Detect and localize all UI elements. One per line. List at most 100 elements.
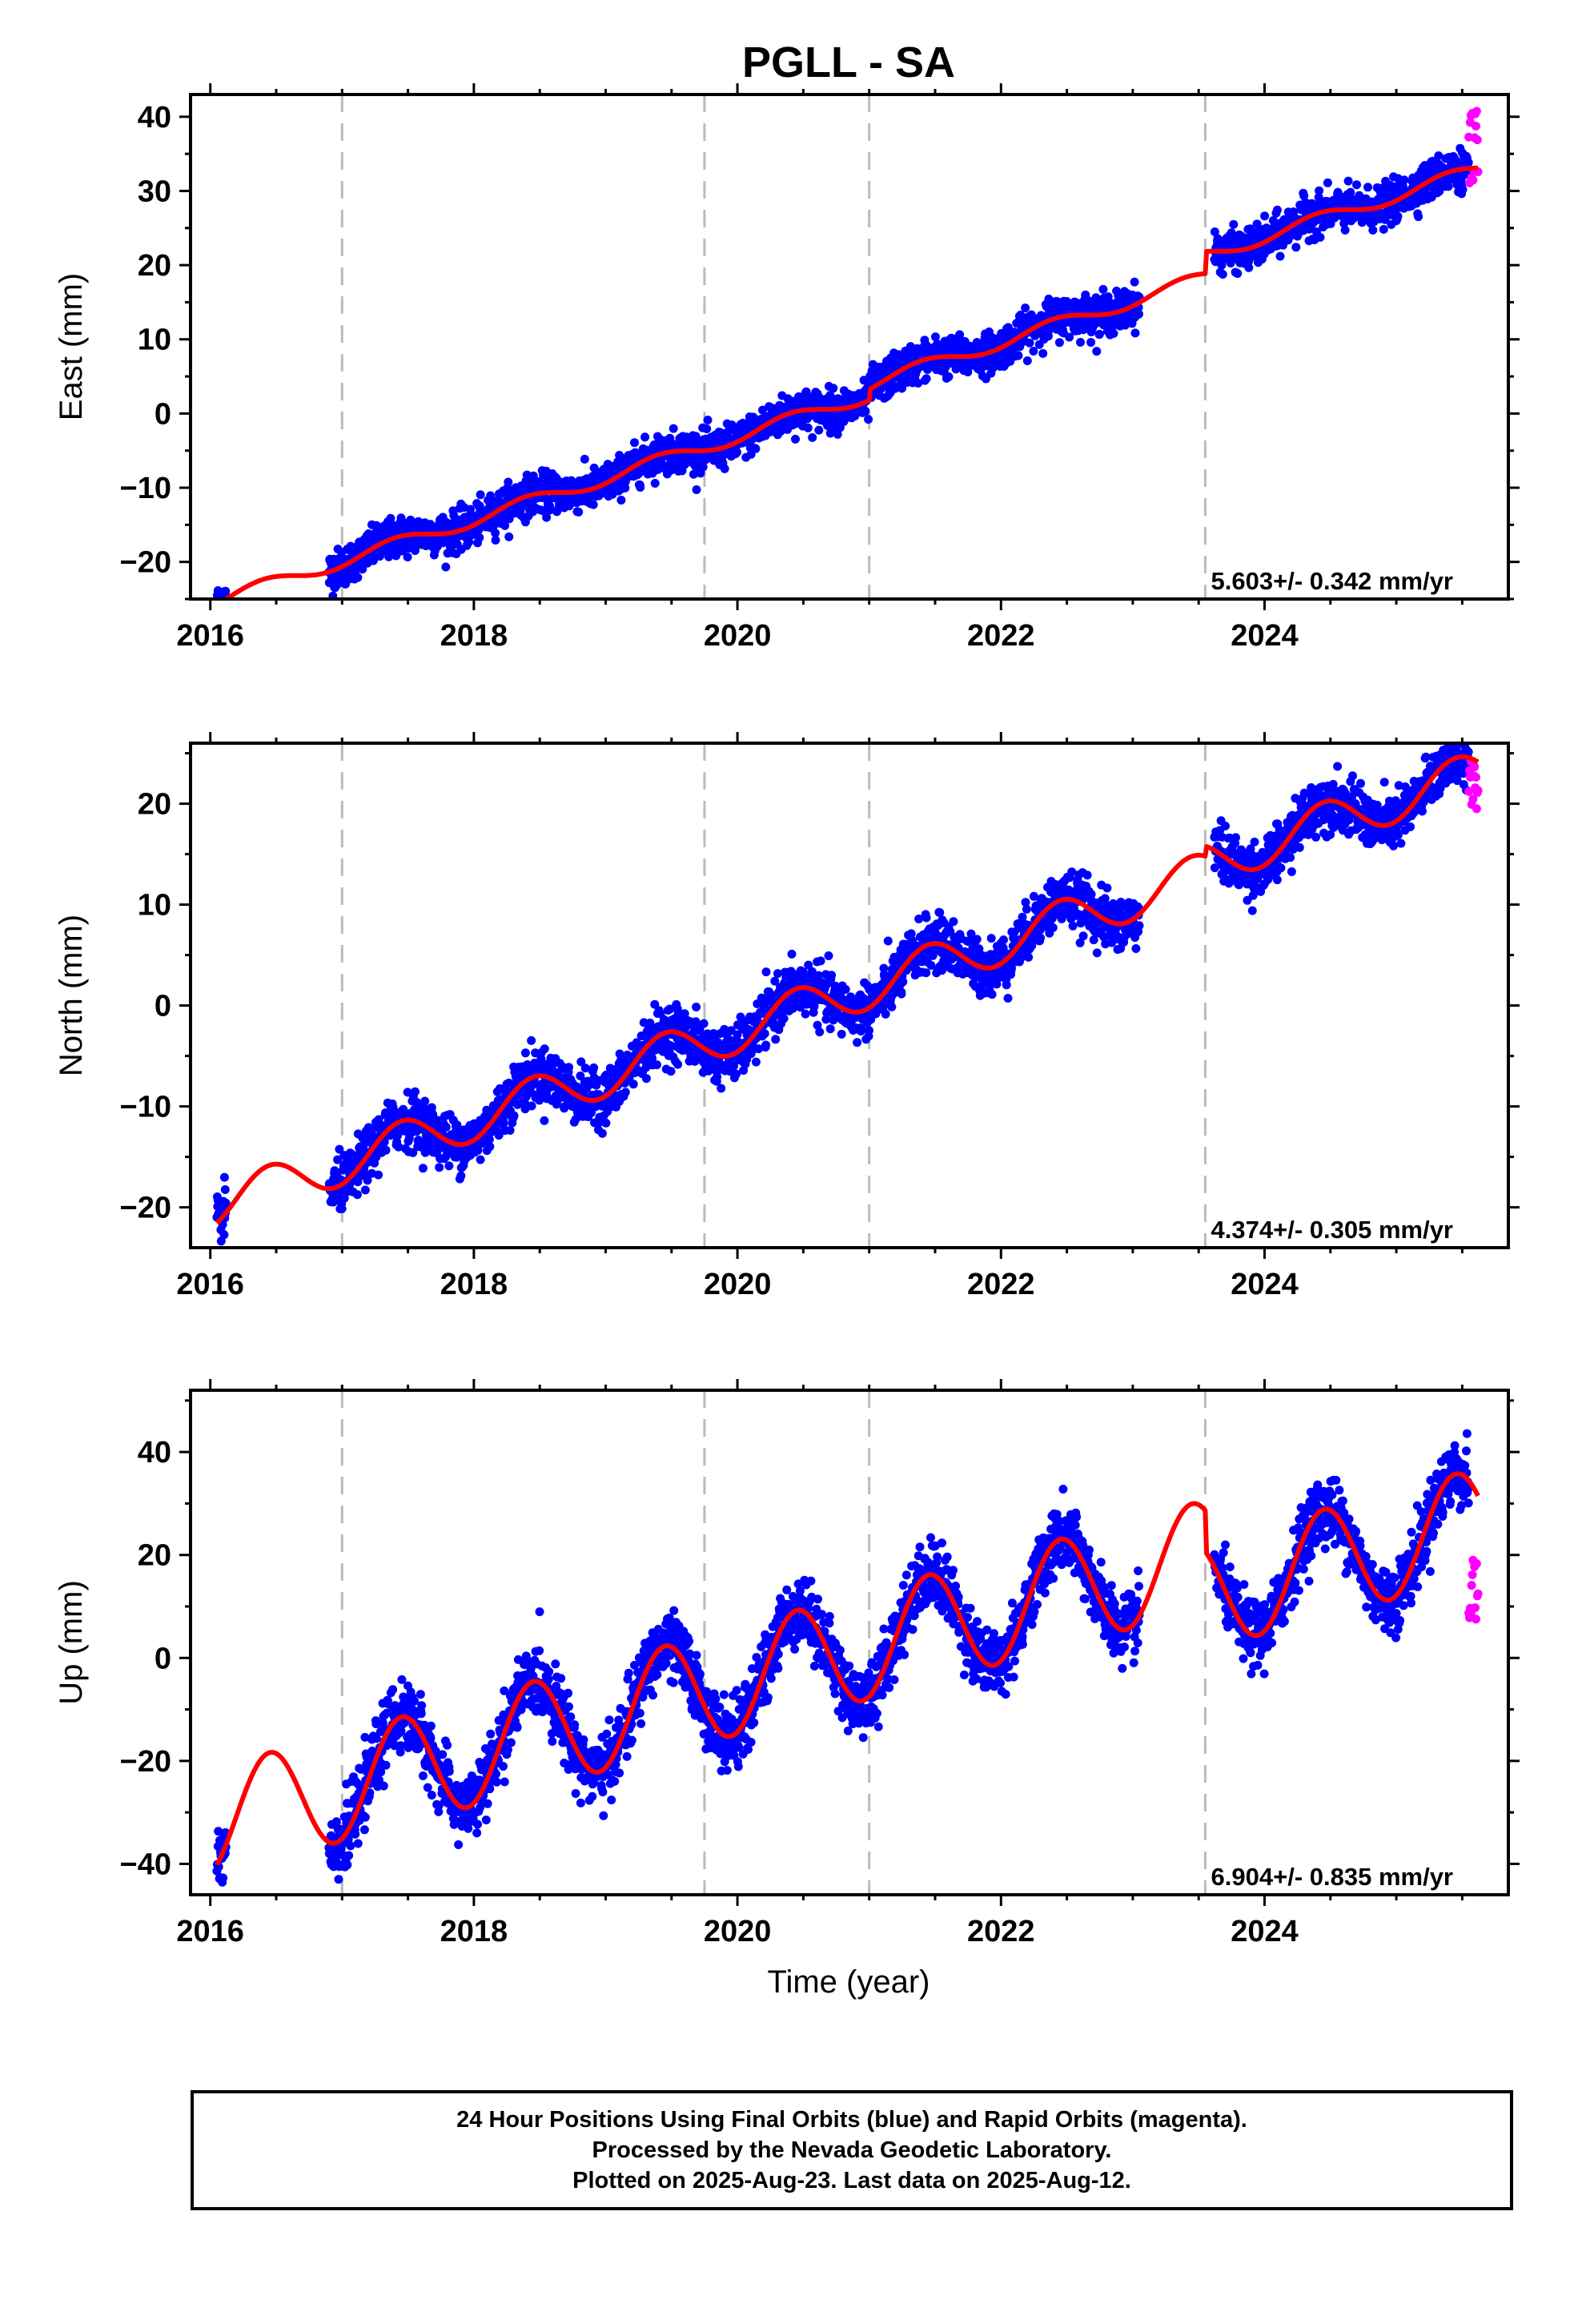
north-point <box>418 1164 428 1173</box>
east-point <box>1134 309 1143 319</box>
east-point <box>538 506 548 516</box>
east-x-tick-label: 2018 <box>440 619 508 653</box>
east-point <box>217 608 226 617</box>
east-point <box>1299 191 1309 200</box>
north-point <box>219 1172 229 1182</box>
north-point <box>352 1190 362 1200</box>
east-point <box>921 374 931 384</box>
east-point <box>1065 332 1074 342</box>
north-point <box>221 1198 231 1208</box>
north-point <box>335 1144 344 1154</box>
east-point <box>1094 329 1104 339</box>
east-point <box>669 424 678 433</box>
east-point <box>791 434 800 444</box>
east-point <box>833 429 842 439</box>
east-point <box>1434 151 1443 160</box>
east-point <box>1227 228 1236 238</box>
north-point <box>374 1170 383 1180</box>
east-point <box>803 423 813 432</box>
north-point <box>699 1019 709 1028</box>
north-point <box>540 1044 549 1054</box>
north-point <box>898 977 908 987</box>
north-point <box>641 1074 651 1084</box>
east-point <box>723 427 733 436</box>
north-point <box>825 1024 835 1034</box>
east-point <box>1210 227 1219 236</box>
east-point <box>216 603 225 612</box>
east-y-tick-label: 10 <box>138 324 171 357</box>
east-point <box>545 505 555 515</box>
east-point <box>620 483 630 493</box>
east-point <box>1458 185 1468 195</box>
east-point <box>218 609 227 617</box>
north-point <box>540 1116 549 1125</box>
east-point <box>1043 332 1053 341</box>
north-point <box>887 1002 897 1011</box>
east-point <box>1016 310 1026 320</box>
east-point <box>630 438 639 448</box>
east-point <box>1014 351 1023 360</box>
north-point <box>476 1155 485 1164</box>
east-point <box>1021 304 1030 312</box>
east-x-tick-label: 2020 <box>704 619 772 653</box>
north-point <box>841 985 850 994</box>
east-point <box>702 424 712 433</box>
north-point <box>360 1185 370 1195</box>
chart-title: PGLL - SA <box>742 38 955 86</box>
east-y-tick-label: 0 <box>155 397 171 431</box>
east-point <box>1368 225 1378 235</box>
east-point <box>441 562 451 572</box>
north-point <box>1002 980 1011 990</box>
east-point <box>1451 155 1460 164</box>
east-point <box>1076 337 1085 347</box>
east-point <box>504 514 514 524</box>
east-point <box>574 507 584 517</box>
east-point <box>219 605 227 613</box>
north-point <box>399 1104 408 1114</box>
north-point <box>801 1009 810 1019</box>
east-point <box>1229 219 1239 229</box>
north-point <box>333 1155 343 1164</box>
east-point <box>1443 182 1453 191</box>
east-point <box>930 332 940 342</box>
east-point <box>692 485 701 494</box>
east-rapid-orbit-points <box>1464 107 1483 187</box>
east-point <box>640 432 650 442</box>
north-point <box>881 1009 890 1019</box>
east-point <box>403 553 412 562</box>
north-point <box>408 1148 418 1157</box>
north-point <box>837 1029 846 1039</box>
east-point <box>1379 224 1388 234</box>
east-point <box>1315 186 1324 195</box>
north-point <box>816 956 825 966</box>
east-point <box>636 483 645 492</box>
east-point <box>215 603 223 612</box>
east-point <box>814 425 824 435</box>
east-point <box>1025 338 1034 348</box>
north-point <box>987 990 997 999</box>
east-point <box>1233 269 1243 278</box>
east-point <box>1092 347 1102 356</box>
north-final-orbit-points <box>212 743 1473 1248</box>
east-point <box>720 464 729 473</box>
east-point <box>758 405 767 415</box>
north-point <box>760 1029 769 1039</box>
north-point <box>824 951 833 960</box>
east-point <box>386 513 396 523</box>
east-point <box>504 477 513 487</box>
east-point <box>476 490 485 500</box>
north-point <box>381 1145 391 1155</box>
east-x-tick-label: 2024 <box>1231 619 1299 653</box>
north-point <box>751 1057 761 1067</box>
east-point <box>1109 328 1118 338</box>
east-point <box>1086 338 1096 347</box>
north-point <box>673 1059 683 1069</box>
east-point <box>504 532 514 541</box>
north-point <box>527 1101 536 1111</box>
north-point <box>394 1142 404 1152</box>
north-point <box>827 971 837 980</box>
north-point <box>435 1163 444 1172</box>
north-point <box>883 936 893 946</box>
